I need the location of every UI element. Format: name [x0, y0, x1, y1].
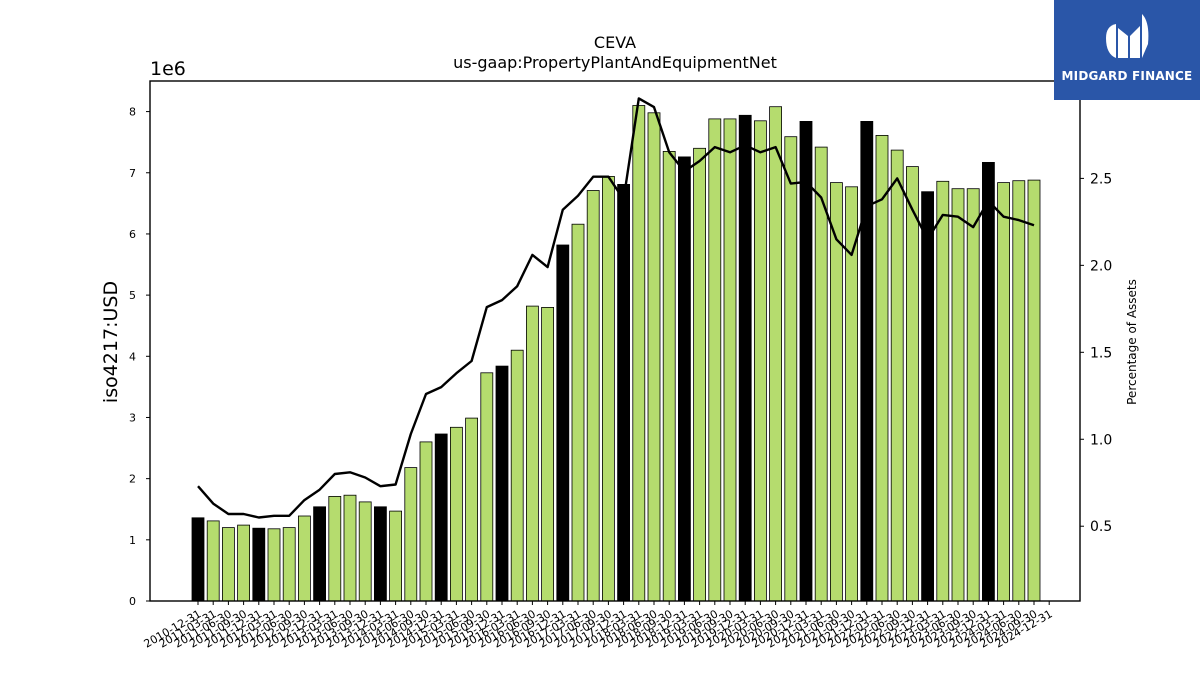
annual-bar	[617, 183, 630, 602]
y-tick-label: 4	[129, 350, 136, 363]
quarterly-bar	[708, 118, 722, 602]
y-tick-label: 3	[129, 411, 136, 424]
annual-bar	[313, 506, 327, 602]
quarterly-bar	[723, 118, 737, 602]
quarterly-bar	[389, 510, 403, 602]
annual-bar	[982, 161, 995, 602]
quarterly-bar	[875, 134, 889, 602]
y-axis-label: iso4217:USD	[100, 281, 122, 403]
chart-subtitle: us-gaap:PropertyPlantAndEquipmentNet	[453, 53, 777, 72]
quarterly-bar	[814, 146, 828, 602]
y2-tick-label: 1.5	[1090, 345, 1112, 361]
quarterly-bar	[480, 372, 494, 602]
annual-bar	[738, 114, 752, 602]
y2-tick-label: 1.0	[1090, 432, 1112, 448]
percentage-of-assets-line	[197, 97, 1035, 519]
annual-bar	[495, 365, 509, 602]
y-scale-label: 1e6	[150, 58, 186, 80]
quarterly-bar	[571, 223, 585, 602]
annual-bar	[921, 191, 934, 602]
quarterly-bar	[936, 180, 950, 602]
quarterly-bar	[206, 520, 220, 602]
quarterly-bar	[662, 150, 676, 602]
quarterly-bar	[602, 175, 615, 602]
quarterly-bar	[693, 147, 706, 602]
y-tick-label: 2	[129, 473, 136, 486]
quarterly-bar	[997, 182, 1010, 602]
y2-axis-label: Percentage of Assets	[1125, 279, 1139, 405]
y-tick-label: 0	[129, 595, 136, 608]
quarterly-bar	[419, 441, 433, 602]
brand-name: MIDGARD FINANCE	[1061, 69, 1193, 83]
quarterly-bar	[966, 188, 980, 602]
quarterly-bar	[586, 190, 600, 602]
quarterly-bar	[754, 120, 767, 602]
quarterly-bar	[358, 501, 372, 602]
quarterly-bar	[297, 515, 311, 602]
quarterly-bar	[541, 306, 554, 602]
quarterly-bar	[449, 426, 463, 602]
quarterly-bar	[465, 417, 479, 602]
quarterly-bar	[404, 467, 418, 602]
quarterly-bar	[343, 494, 357, 602]
quarterly-bar	[890, 149, 904, 602]
y-tick-label: 5	[129, 289, 136, 302]
quarterly-bar	[906, 166, 919, 602]
y2-tick-label: 2.5	[1090, 171, 1112, 187]
chart-title: CEVA	[594, 33, 636, 52]
quarterly-bar	[221, 527, 235, 602]
y-tick-label: 6	[129, 228, 136, 241]
annual-bar	[434, 433, 448, 602]
quarterly-bar	[769, 106, 782, 602]
quarterly-bar	[510, 349, 524, 602]
quarterly-bar	[267, 528, 281, 602]
quarterly-bar	[1012, 180, 1026, 602]
y-tick-label: 1	[129, 534, 136, 547]
y2-tick-label: 2.0	[1090, 258, 1112, 274]
annual-bar	[860, 121, 874, 602]
quarterly-bar	[1027, 179, 1041, 602]
annual-bar	[191, 517, 205, 602]
quarterly-bar	[632, 105, 646, 602]
annual-bar	[678, 156, 691, 602]
y-tick-label: 8	[129, 106, 136, 119]
y2-tick-label: 0.5	[1090, 519, 1112, 535]
quarterly-bar	[237, 524, 251, 602]
midgard-logo-icon	[1106, 14, 1149, 58]
quarterly-bar	[830, 182, 843, 602]
quarterly-bar	[526, 305, 539, 602]
plot-frame	[149, 80, 1081, 602]
y-tick-label: 7	[129, 167, 136, 180]
quarterly-bar	[784, 136, 798, 602]
annual-bar	[373, 506, 387, 602]
quarterly-bar	[282, 527, 296, 602]
annual-bar	[799, 121, 813, 602]
quarterly-bar	[647, 112, 661, 602]
quarterly-bar	[951, 188, 965, 602]
annual-bar	[252, 527, 266, 602]
annual-bar	[556, 244, 570, 602]
brand-logo: MIDGARD FINANCE	[1054, 0, 1200, 100]
quarterly-bar	[328, 495, 342, 602]
